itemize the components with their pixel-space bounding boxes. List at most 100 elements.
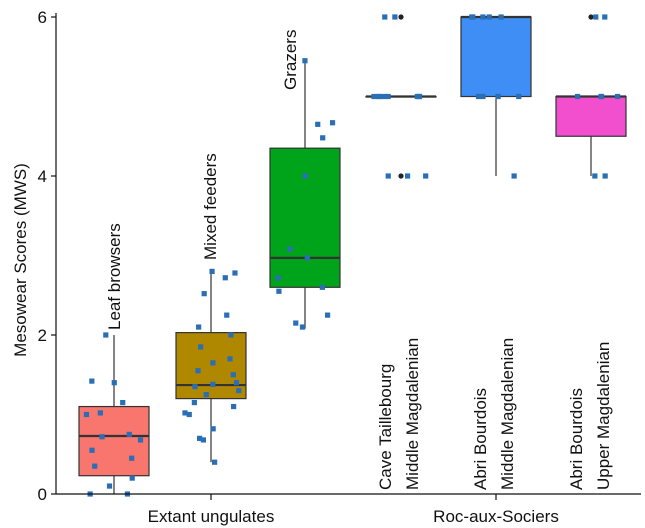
- data-point-1-14: [195, 368, 201, 374]
- data-point-1-10: [192, 384, 198, 390]
- data-point-1-13: [230, 372, 236, 378]
- data-point-1-12: [233, 380, 240, 386]
- data-point-4-9: [480, 14, 486, 20]
- data-point-0-9: [126, 431, 132, 437]
- box-label-5-0: Abri Bourdois: [567, 388, 586, 490]
- data-point-1-23: [232, 270, 238, 276]
- data-point-3-0: [385, 173, 391, 179]
- data-point-4-7: [469, 14, 475, 20]
- data-point-2-6: [304, 255, 310, 261]
- data-point-2-12: [302, 58, 308, 64]
- data-point-1-17: [197, 344, 204, 350]
- data-point-1-7: [191, 399, 197, 406]
- data-point-0-8: [99, 434, 105, 440]
- data-point-1-3: [210, 426, 216, 432]
- data-point-5-3: [614, 93, 621, 100]
- box-label-2-0: Grazers: [281, 30, 300, 90]
- data-point-2-10: [315, 121, 321, 127]
- data-point-0-4: [92, 463, 98, 469]
- data-point-5-7: [593, 14, 599, 20]
- data-point-1-21: [201, 291, 207, 297]
- data-point-2-4: [319, 284, 325, 290]
- data-point-0-6: [89, 447, 95, 453]
- data-point-2-11: [329, 120, 336, 126]
- data-point-1-2: [197, 435, 203, 441]
- box-label-4-1: Middle Magdalenian: [498, 338, 517, 490]
- plot-area: Leaf browsers Mixed feeders Grazers Cave Ta…: [78, 14, 627, 497]
- box-1: [175, 332, 247, 400]
- outlier-point-3-0: [398, 173, 404, 179]
- data-point-3-9: [385, 93, 391, 100]
- data-point-0-3: [129, 475, 135, 481]
- data-point-1-9: [236, 388, 242, 394]
- data-point-2-5: [275, 275, 281, 281]
- data-point-4-1: [495, 93, 501, 100]
- x-group-label-0: Extant ungulates: [148, 507, 275, 526]
- data-point-1-18: [228, 332, 234, 338]
- data-point-3-1: [423, 173, 429, 179]
- axes: 0 2 4 6 Extant ungulates Roc-aux-Sociers: [38, 8, 641, 526]
- data-point-0-11: [97, 410, 103, 416]
- data-point-4-8: [498, 14, 504, 20]
- data-point-1-20: [224, 312, 230, 318]
- data-point-5-4: [598, 93, 604, 100]
- data-point-0-2: [106, 483, 113, 489]
- box-4: [460, 16, 532, 98]
- data-point-1-8: [203, 392, 209, 398]
- data-point-3-10: [416, 93, 423, 100]
- data-point-1-19: [196, 324, 202, 330]
- data-point-4-6: [486, 14, 492, 20]
- box-label-3-1: Middle Magdalenian: [403, 338, 422, 490]
- data-point-2-0: [299, 324, 306, 330]
- box-5: [555, 95, 627, 137]
- data-point-0-12: [120, 399, 126, 406]
- data-point-0-14: [89, 378, 95, 384]
- data-point-5-0: [602, 173, 608, 179]
- data-point-1-1: [200, 437, 206, 443]
- data-point-2-3: [276, 288, 282, 294]
- data-point-1-0: [212, 459, 218, 465]
- y-axis-title: Mesowear Scores (MWS): [11, 163, 30, 357]
- data-point-1-15: [210, 360, 216, 366]
- data-point-3-7: [371, 93, 377, 100]
- data-point-3-8: [376, 93, 382, 100]
- data-point-3-11: [382, 14, 388, 20]
- data-point-2-9: [320, 135, 326, 141]
- data-point-0-13: [111, 380, 117, 386]
- data-point-2-1: [293, 320, 299, 326]
- data-point-3-2: [404, 173, 411, 179]
- data-point-2-2: [324, 312, 331, 318]
- data-point-2-7: [287, 246, 293, 252]
- data-point-1-4: [186, 411, 192, 418]
- data-point-1-6: [231, 403, 237, 410]
- data-point-4-4: [475, 93, 482, 100]
- box-label-1-0: Mixed feeders: [201, 153, 220, 260]
- data-point-4-0: [511, 173, 517, 179]
- data-point-5-1: [592, 173, 598, 179]
- data-point-4-3: [480, 93, 486, 100]
- box-label-4-0: Abri Bourdois: [471, 388, 490, 490]
- box-label-3-0: Cave Taillebourg: [376, 364, 395, 490]
- y-tick-label-0: 0: [38, 485, 47, 504]
- data-point-2-8: [302, 173, 309, 179]
- data-point-1-24: [209, 268, 215, 274]
- box-2: [269, 147, 341, 288]
- data-point-0-10: [83, 411, 90, 418]
- data-point-4-2: [516, 93, 522, 100]
- outlier-point-5-0: [588, 14, 594, 20]
- data-point-3-4: [381, 93, 387, 100]
- box-0: [78, 405, 150, 477]
- data-point-0-5: [129, 455, 135, 461]
- data-point-1-16: [227, 356, 233, 362]
- data-point-1-22: [222, 275, 228, 281]
- y-tick-label-2: 4: [38, 167, 47, 186]
- data-point-5-5: [574, 93, 581, 100]
- box-label-5-1: Upper Magdalenian: [594, 342, 613, 490]
- box-label-0-0: Leaf browsers: [105, 223, 124, 330]
- y-tick-label-1: 2: [38, 326, 47, 345]
- data-point-3-12: [392, 14, 398, 20]
- x-group-label-1: Roc-aux-Sociers: [433, 507, 559, 526]
- data-point-1-5: [182, 410, 188, 416]
- data-point-0-15: [103, 332, 109, 338]
